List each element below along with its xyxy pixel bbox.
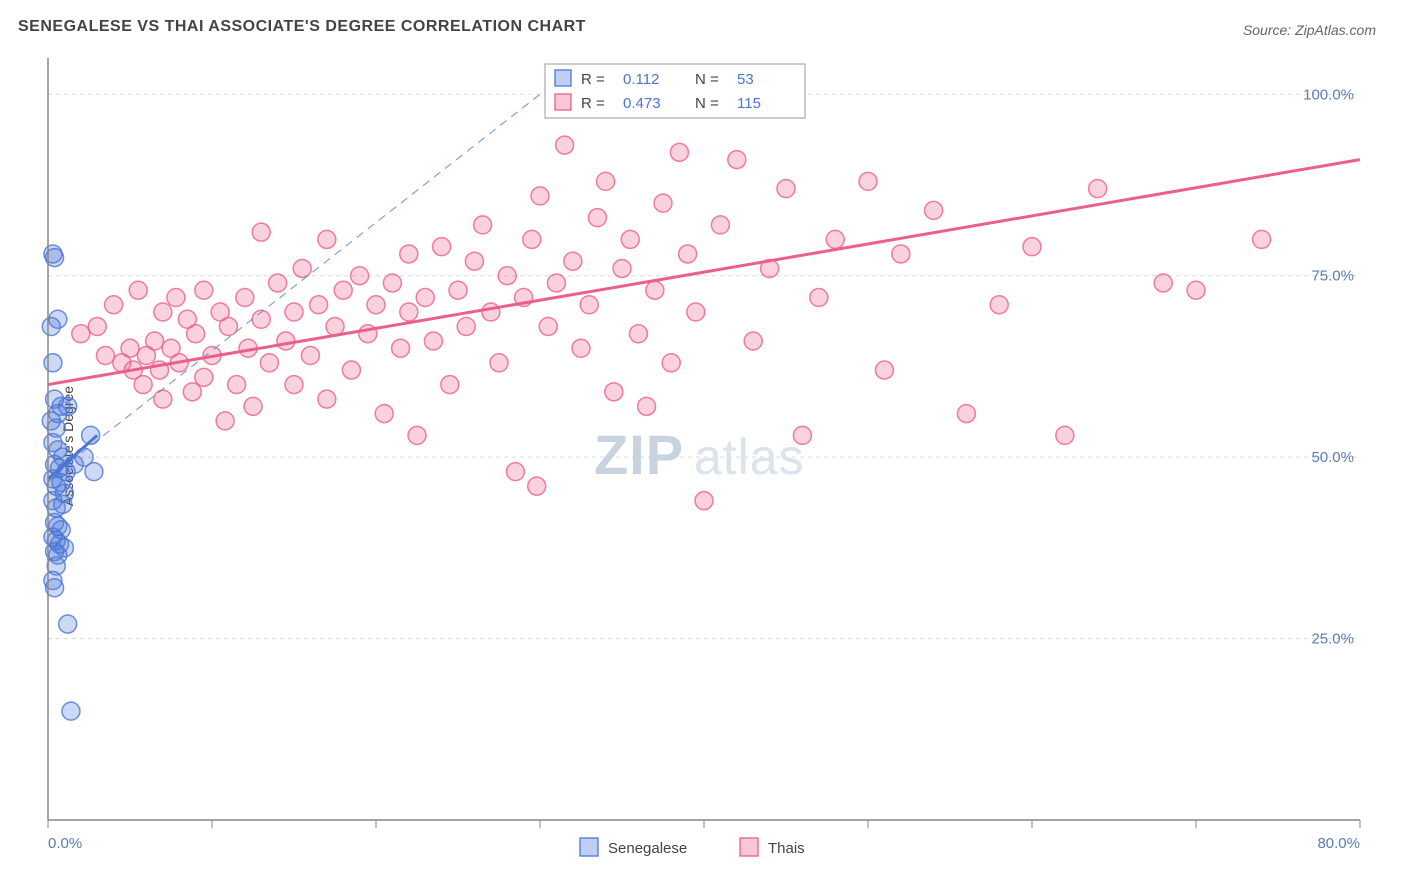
- svg-text:115: 115: [737, 95, 761, 112]
- svg-text:25.0%: 25.0%: [1311, 631, 1354, 648]
- svg-text:R =: R =: [581, 95, 605, 112]
- svg-text:N =: N =: [695, 95, 719, 112]
- svg-text:0.473: 0.473: [623, 95, 661, 112]
- svg-text:ZIP: ZIP: [594, 423, 684, 486]
- svg-text:0.112: 0.112: [623, 71, 659, 88]
- svg-text:80.0%: 80.0%: [1317, 835, 1360, 852]
- svg-text:53: 53: [737, 71, 754, 88]
- svg-text:Thais: Thais: [768, 840, 805, 857]
- svg-text:atlas: atlas: [694, 429, 805, 485]
- svg-text:Senegalese: Senegalese: [608, 840, 687, 857]
- scatter-chart: 25.0% 50.0% 75.0% 100.0% 0.0% 80.0% ZIPatlas R …: [0, 0, 1406, 892]
- svg-text:75.0%: 75.0%: [1311, 268, 1354, 285]
- svg-text:0.0%: 0.0%: [48, 835, 82, 852]
- svg-text:R =: R =: [581, 71, 605, 88]
- svg-text:50.0%: 50.0%: [1311, 449, 1354, 466]
- svg-text:N =: N =: [695, 71, 719, 88]
- svg-text:100.0%: 100.0%: [1303, 86, 1354, 103]
